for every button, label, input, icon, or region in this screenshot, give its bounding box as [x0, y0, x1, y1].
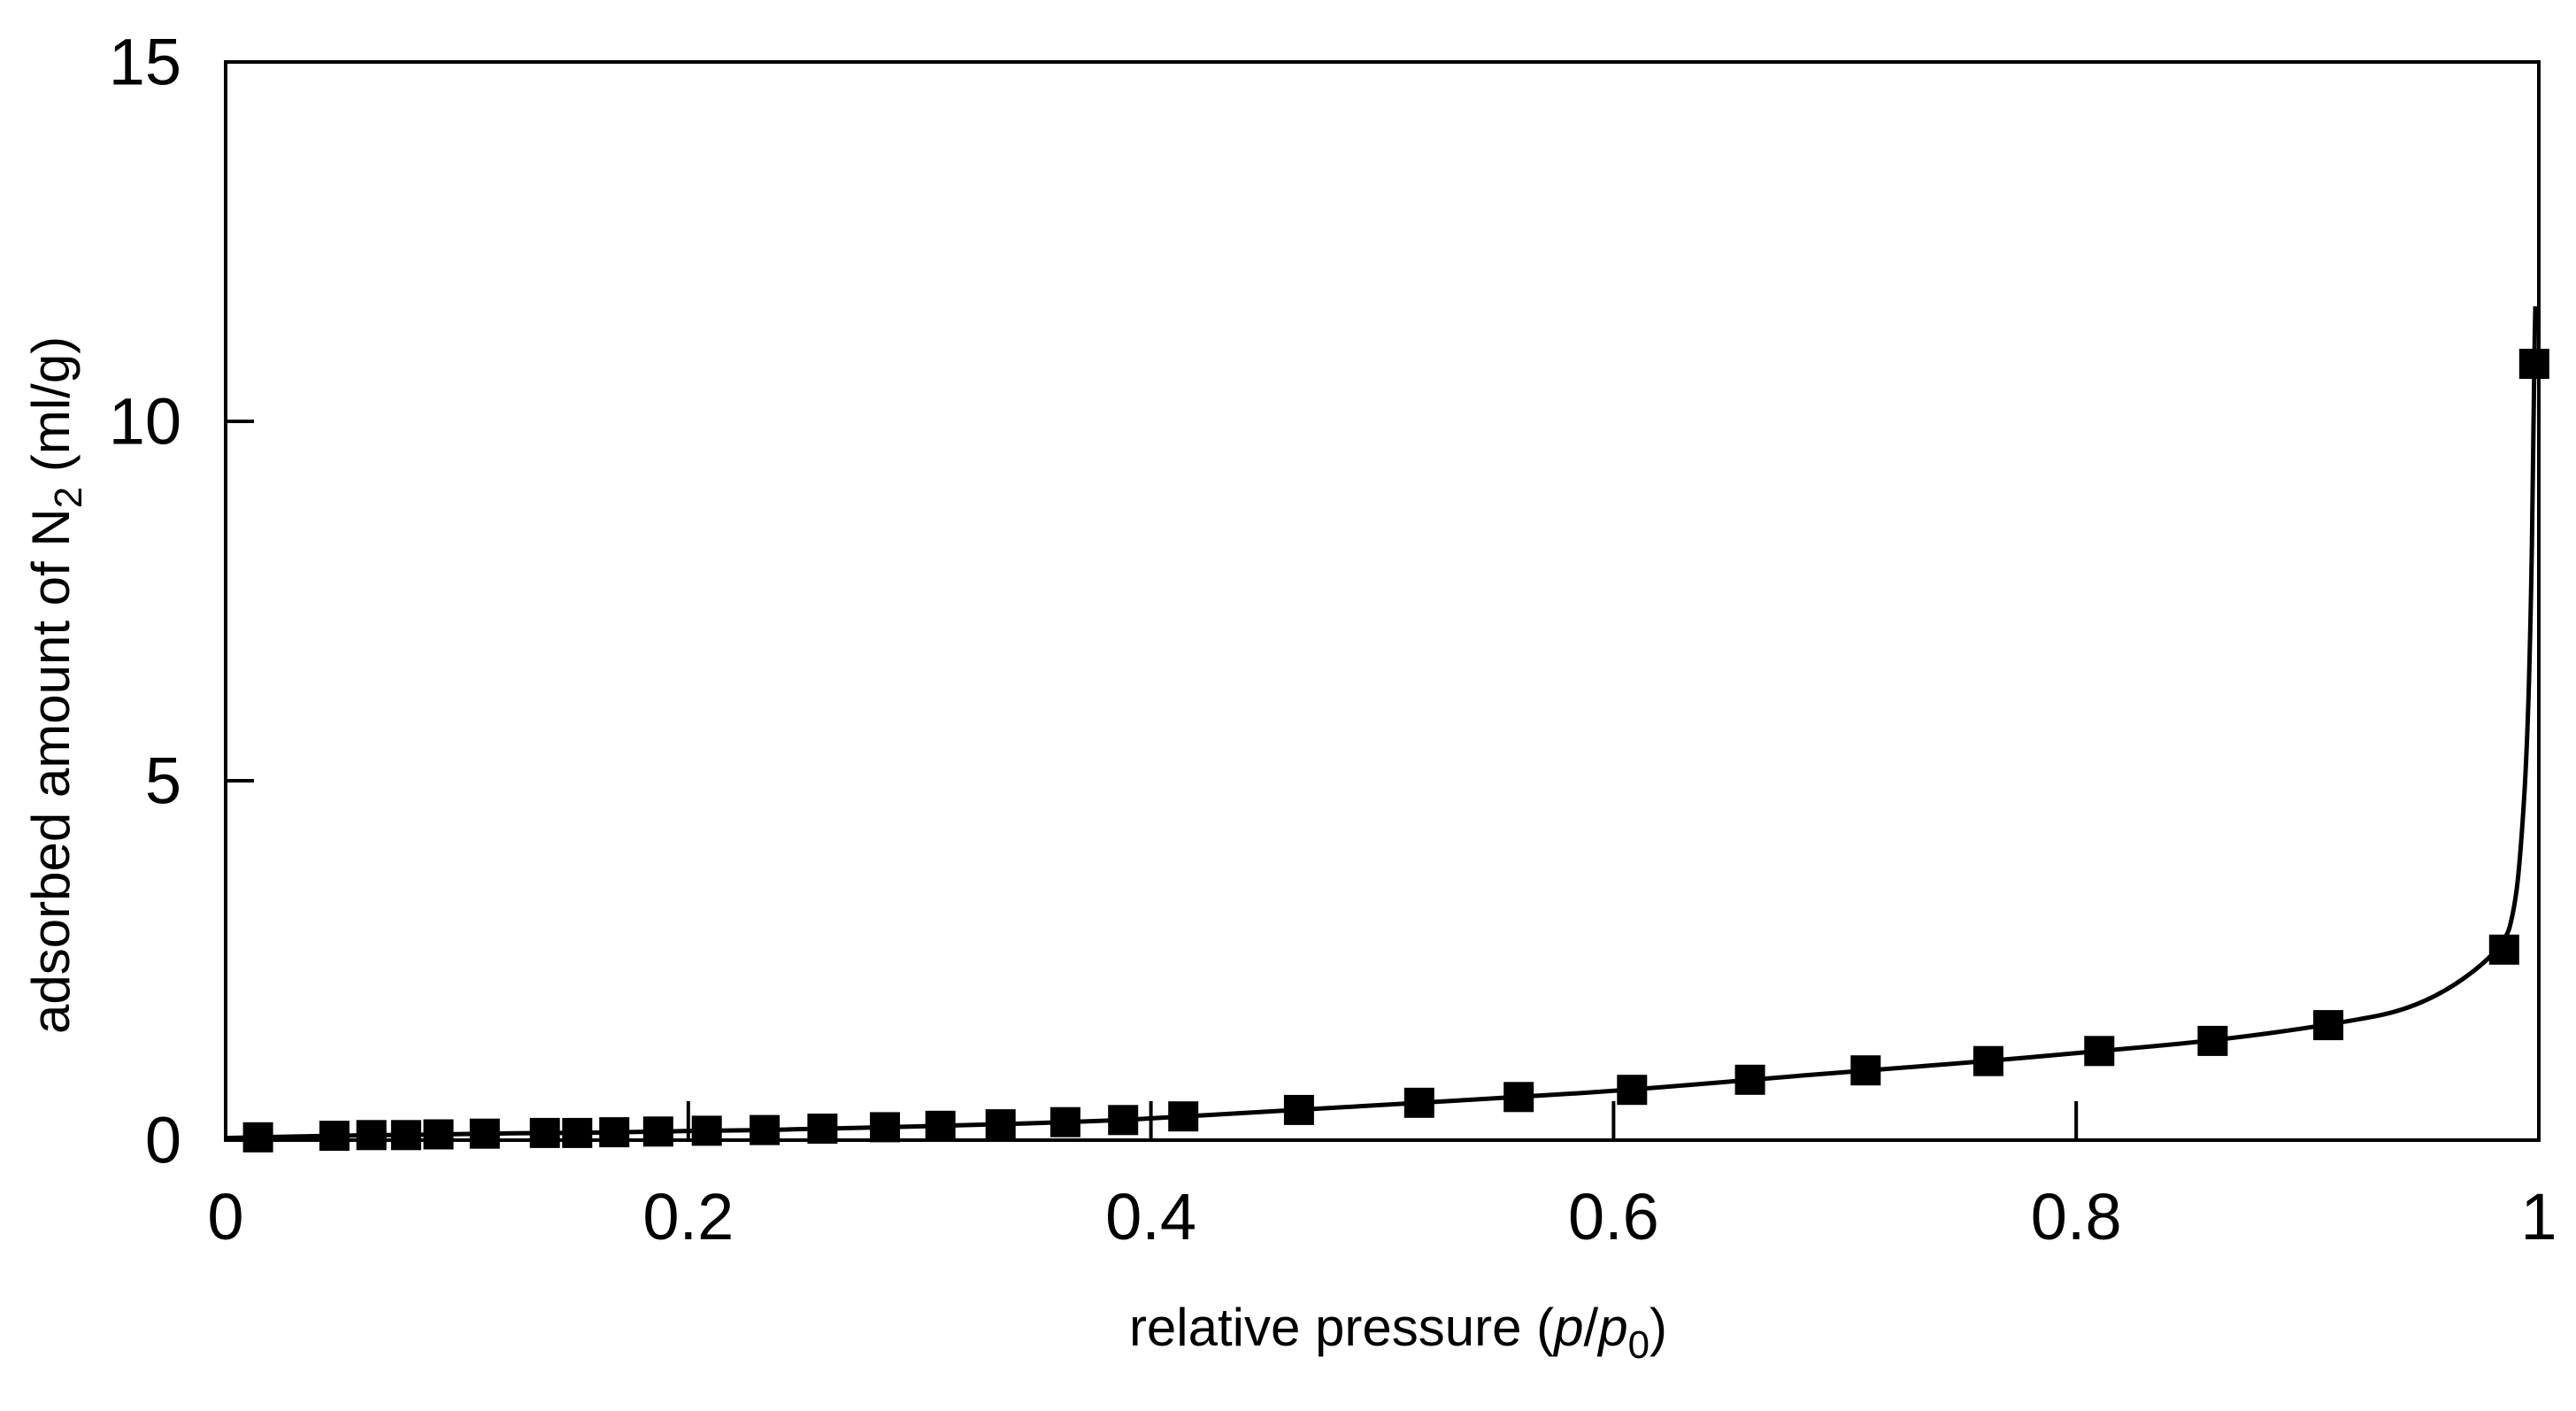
x-title-subscript-0: 0	[1628, 1323, 1649, 1367]
data-point-marker	[2197, 1025, 2228, 1056]
x-tick-label: 1	[2520, 1180, 2557, 1253]
data-point-marker	[2518, 349, 2549, 379]
data-point-markers	[242, 349, 2549, 1153]
data-point-marker	[390, 1120, 421, 1151]
data-point-marker	[423, 1119, 454, 1150]
data-point-marker	[319, 1121, 350, 1152]
y-title-subscript-2: 2	[47, 487, 90, 508]
data-point-marker	[750, 1114, 780, 1145]
x-title-close: )	[1649, 1298, 1667, 1357]
data-point-marker	[985, 1109, 1016, 1140]
isotherm-curve	[225, 306, 2538, 1141]
data-point-marker	[2313, 1010, 2344, 1041]
y-tick-label: 10	[109, 385, 181, 459]
data-point-marker	[807, 1114, 838, 1144]
data-point-marker	[1617, 1075, 1648, 1106]
x-title-p1: p	[1552, 1298, 1583, 1357]
x-title-slash: /	[1584, 1298, 1599, 1357]
y-tick-label: 15	[109, 26, 181, 99]
data-point-marker	[242, 1122, 273, 1153]
y-title-suffix: (ml/g)	[21, 336, 81, 487]
data-point-marker	[1734, 1064, 1765, 1095]
data-point-marker	[529, 1117, 560, 1148]
x-tick-label: 0.6	[1568, 1180, 1659, 1253]
data-point-marker	[1972, 1045, 2003, 1076]
x-axis-ticks	[686, 1101, 2079, 1140]
y-tick-label: 5	[145, 744, 181, 818]
data-point-marker	[1168, 1101, 1199, 1132]
data-point-marker	[1283, 1094, 1314, 1125]
data-point-marker	[1403, 1087, 1434, 1118]
y-axis-title: adsorbed amount of N2 (ml/g)	[21, 336, 90, 1034]
data-point-marker	[2488, 934, 2519, 965]
x-tick-label: 0	[207, 1180, 243, 1253]
data-point-marker	[691, 1115, 722, 1146]
y-title-prefix: adsorbed amount of N	[21, 508, 81, 1034]
y-tick-label: 0	[145, 1104, 181, 1177]
data-point-marker	[1503, 1082, 1534, 1113]
data-point-marker	[356, 1120, 387, 1151]
data-point-marker	[1850, 1055, 1881, 1086]
data-point-marker	[2084, 1036, 2115, 1067]
plot-frame	[224, 60, 2541, 1142]
x-tick-label: 0.4	[1105, 1180, 1196, 1253]
x-title-prefix: relative pressure (	[1129, 1298, 1554, 1357]
data-point-marker	[469, 1118, 500, 1149]
x-title-p2: p	[1596, 1298, 1627, 1357]
x-tick-label: 0.2	[642, 1180, 734, 1253]
data-point-marker	[642, 1116, 673, 1147]
y-axis-tick-labels: 0 5 10 15	[109, 26, 181, 1177]
data-point-marker	[1108, 1105, 1139, 1136]
data-point-marker	[599, 1117, 630, 1148]
data-point-marker	[870, 1112, 900, 1143]
x-axis-tick-labels: 0 0.2 0.4 0.6 0.8 1	[207, 1180, 2557, 1253]
data-point-marker	[1050, 1106, 1080, 1137]
x-axis-title: relative pressure (p/p0)	[1129, 1298, 1667, 1367]
data-point-marker	[925, 1110, 956, 1141]
data-point-marker	[562, 1117, 593, 1148]
y-axis-ticks	[226, 420, 254, 783]
x-tick-label: 0.8	[2031, 1180, 2122, 1253]
